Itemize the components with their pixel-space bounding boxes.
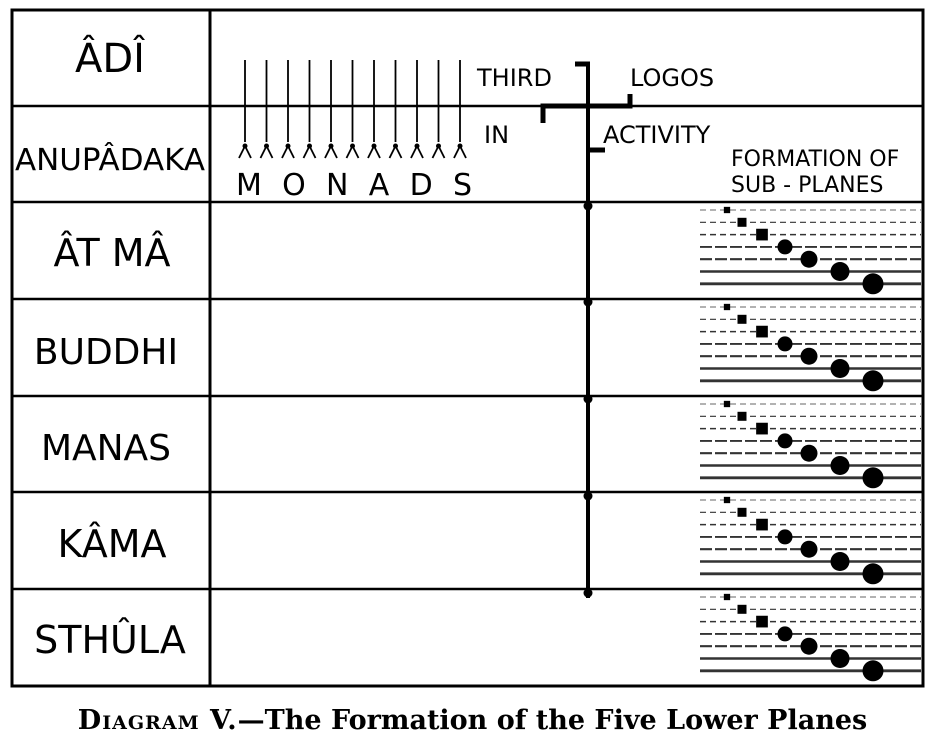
junction-dot [583, 588, 593, 598]
monad-point [371, 143, 377, 149]
monad-point [457, 143, 463, 149]
subplane-marker [737, 507, 747, 517]
subplane-marker [830, 262, 850, 281]
subplane-group [700, 496, 921, 585]
subplane-marker [800, 444, 818, 462]
subplane-marker [830, 456, 850, 475]
subplane-marker [777, 626, 793, 642]
subplane-marker [723, 496, 731, 504]
subplane-marker [723, 206, 731, 214]
subplane-marker [862, 563, 884, 585]
subplane-marker [777, 433, 793, 449]
subplane-marker [800, 250, 818, 268]
subplane-marker [737, 217, 747, 227]
subplane-group [700, 206, 921, 295]
logos-third-label: THIRD [476, 64, 552, 92]
caption-lead: Diagram V. [77, 705, 238, 736]
subplane-marker [777, 239, 793, 255]
subplane-marker [723, 400, 731, 408]
subplane-group [700, 303, 921, 392]
logos-logos-label: LOGOS [630, 64, 714, 92]
junction-dot [583, 297, 593, 307]
plane-label-manas: MANAS [41, 428, 171, 469]
monad-point [393, 143, 398, 149]
monad-point [414, 143, 420, 149]
subplane-marker [723, 593, 731, 601]
plane-label-sthula: STHÛLA [34, 618, 186, 662]
subplane-marker [830, 649, 850, 668]
monad-point [242, 143, 248, 149]
subplane-marker [862, 467, 884, 489]
subplane-marker [756, 325, 768, 338]
junction-dots [583, 201, 593, 598]
subplanes-title-line2: SUB - PLANES [731, 173, 884, 198]
plane-label-adi: ÂDÎ [75, 34, 145, 82]
plane-label-buddhi: BUDDHI [34, 332, 178, 373]
monad-point [285, 143, 291, 149]
logos-activity-label: ACTIVITY [603, 121, 711, 149]
monads-label: MONADS [236, 168, 472, 203]
subplane-marker [737, 411, 747, 421]
monad-point [350, 143, 355, 149]
monad-point [264, 143, 269, 149]
subplanes-title-line1: FORMATION OF [731, 147, 899, 172]
plane-row-dividers [12, 104, 923, 591]
subplane-marker [756, 422, 768, 435]
diagram-frame [10, 8, 925, 688]
subplane-group [700, 593, 921, 682]
subplane-marker [800, 637, 818, 655]
junction-dot [583, 491, 593, 501]
subplane-marker [723, 303, 731, 311]
subplane-marker [830, 552, 850, 571]
plane-label-atma: ÂT MÂ [53, 231, 170, 275]
diagram-caption: Diagram V.—The Formation of the Five Low… [0, 705, 945, 736]
third-logos-cross [540, 61, 633, 598]
subplane-marker [862, 273, 884, 295]
plane-label-kama: KÂMA [57, 522, 166, 566]
subplane-marker [777, 529, 793, 545]
caption-rest: —The Formation of the Five Lower Planes [237, 705, 868, 736]
subplane-marker [756, 518, 768, 531]
logos-in-label: IN [484, 121, 509, 149]
monad-point [328, 143, 334, 149]
subplane-marker [756, 615, 768, 628]
junction-dot [583, 394, 593, 404]
subplane-marker [830, 359, 850, 378]
subplane-marker [777, 336, 793, 352]
subplane-marker [800, 540, 818, 558]
subplane-marker [800, 347, 818, 365]
monad-point [307, 143, 312, 149]
subplane-marker [862, 660, 884, 682]
planes-diagram: ÂDÎ ANUPÂDAKA ÂT MÂ BUDDHI MANAS KÂMA ST… [10, 8, 925, 688]
subplane-marker [737, 314, 747, 324]
subplane-marker [862, 370, 884, 392]
subplane-groups [700, 206, 921, 682]
monad-strands [238, 60, 467, 159]
subplane-marker [756, 228, 768, 241]
subplane-group [700, 400, 921, 489]
subplane-marker [737, 604, 747, 614]
junction-dot [583, 201, 593, 211]
monad-point [436, 143, 441, 149]
plane-label-anupadaka: ANUPÂDAKA [15, 142, 205, 178]
